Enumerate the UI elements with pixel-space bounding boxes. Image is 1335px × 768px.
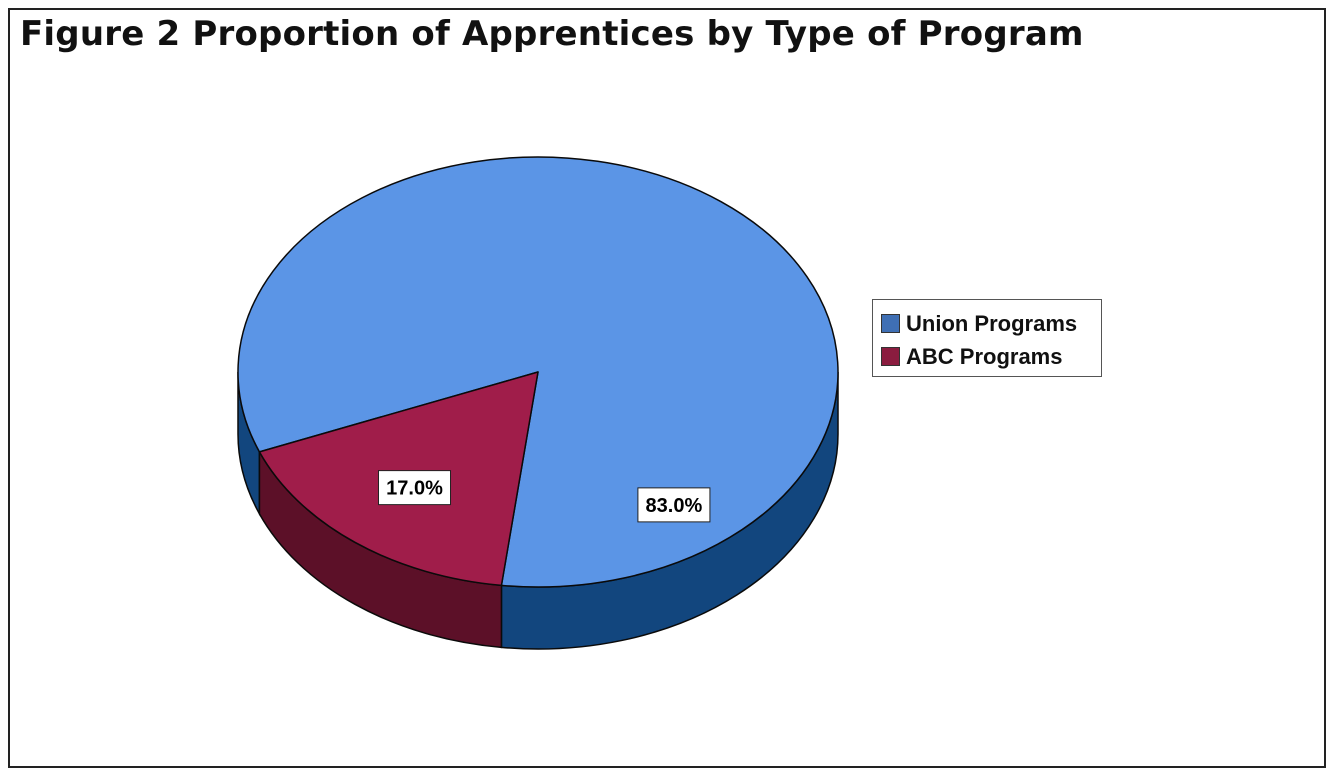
data-label-abc: 17.0%	[378, 470, 452, 506]
legend-swatch-abc	[881, 347, 900, 366]
figure-title: Figure 2 Proportion of Apprentices by Ty…	[20, 14, 1084, 54]
data-label-text: 17.0%	[386, 478, 443, 500]
legend-item-abc: ABC Programs	[881, 340, 1101, 373]
legend: Union Programs ABC Programs	[872, 299, 1102, 377]
data-label-union: 83.0%	[637, 487, 711, 523]
legend-swatch-union	[881, 314, 900, 333]
data-labels: 83.0% 17.0%	[378, 470, 711, 523]
data-label-box	[637, 487, 711, 523]
data-label-box	[378, 470, 452, 506]
legend-label-union: Union Programs	[906, 310, 1078, 336]
data-label-text: 83.0%	[646, 495, 703, 517]
pie-top-surface	[237, 156, 839, 588]
legend-item-union: Union Programs	[881, 307, 1101, 340]
legend-label-abc: ABC Programs	[906, 343, 1063, 369]
